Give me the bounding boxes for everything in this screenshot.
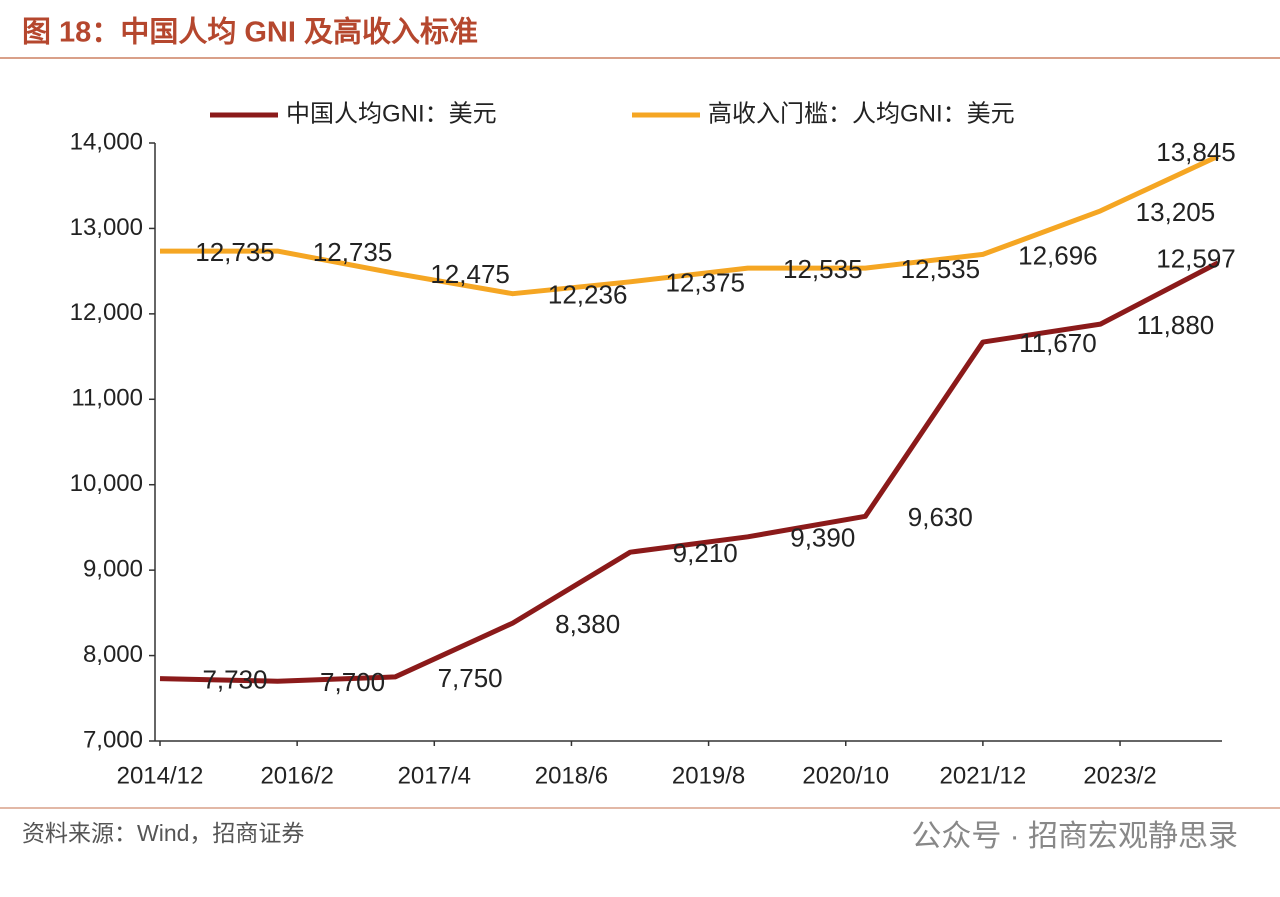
y-tick-label: 13,000 [70, 214, 143, 241]
data-label: 12,375 [665, 268, 745, 298]
x-tick-label: 2020/10 [802, 762, 889, 789]
data-label: 12,735 [195, 237, 275, 267]
data-label: 8,380 [555, 609, 620, 639]
data-label: 11,880 [1137, 310, 1215, 340]
y-tick-label: 9,000 [83, 555, 143, 582]
data-label: 7,750 [438, 663, 503, 693]
series-line [160, 153, 1220, 297]
data-label: 13,205 [1136, 197, 1216, 227]
data-label: 7,730 [202, 665, 267, 695]
data-label: 12,475 [430, 259, 510, 289]
y-tick-label: 12,000 [70, 299, 143, 326]
source: 资料来源：Wind，招商证券 [22, 820, 304, 846]
y-tick-label: 8,000 [83, 641, 143, 668]
data-label: 9,210 [673, 538, 738, 568]
x-tick-label: 2019/8 [672, 762, 745, 789]
data-label: 11,670 [1019, 328, 1097, 358]
data-label: 12,735 [313, 237, 393, 267]
data-label: 13,845 [1156, 137, 1236, 167]
y-tick-label: 14,000 [70, 128, 143, 155]
figure-title: 图 18：中国人均 GNI 及高收入标准 [22, 16, 478, 49]
x-tick-label: 2021/12 [940, 762, 1027, 789]
legend-label: 中国人均GNI：美元 [286, 100, 497, 127]
x-tick-label: 2018/6 [535, 762, 608, 789]
y-tick-label: 10,000 [70, 470, 143, 497]
x-tick-label: 2016/2 [260, 762, 333, 789]
data-label: 12,696 [1018, 240, 1098, 270]
legend-label: 高收入门槛：人均GNI：美元 [708, 100, 1015, 127]
data-label: 9,390 [790, 523, 855, 553]
y-tick-label: 11,000 [71, 385, 143, 412]
data-label: 12,597 [1156, 244, 1236, 274]
x-tick-label: 2014/12 [117, 762, 204, 789]
data-label: 12,535 [901, 254, 981, 284]
data-label: 12,236 [548, 280, 628, 310]
x-tick-label: 2023/2 [1083, 762, 1156, 789]
y-tick-label: 7,000 [83, 726, 143, 753]
series-line [159, 260, 1220, 684]
x-tick-label: 2017/4 [398, 762, 471, 789]
data-label: 7,700 [320, 667, 385, 697]
watermark: 公众号 · 招商宏观静思录 [911, 820, 1238, 853]
data-label: 12,535 [783, 254, 863, 284]
data-label: 9,630 [908, 502, 973, 532]
